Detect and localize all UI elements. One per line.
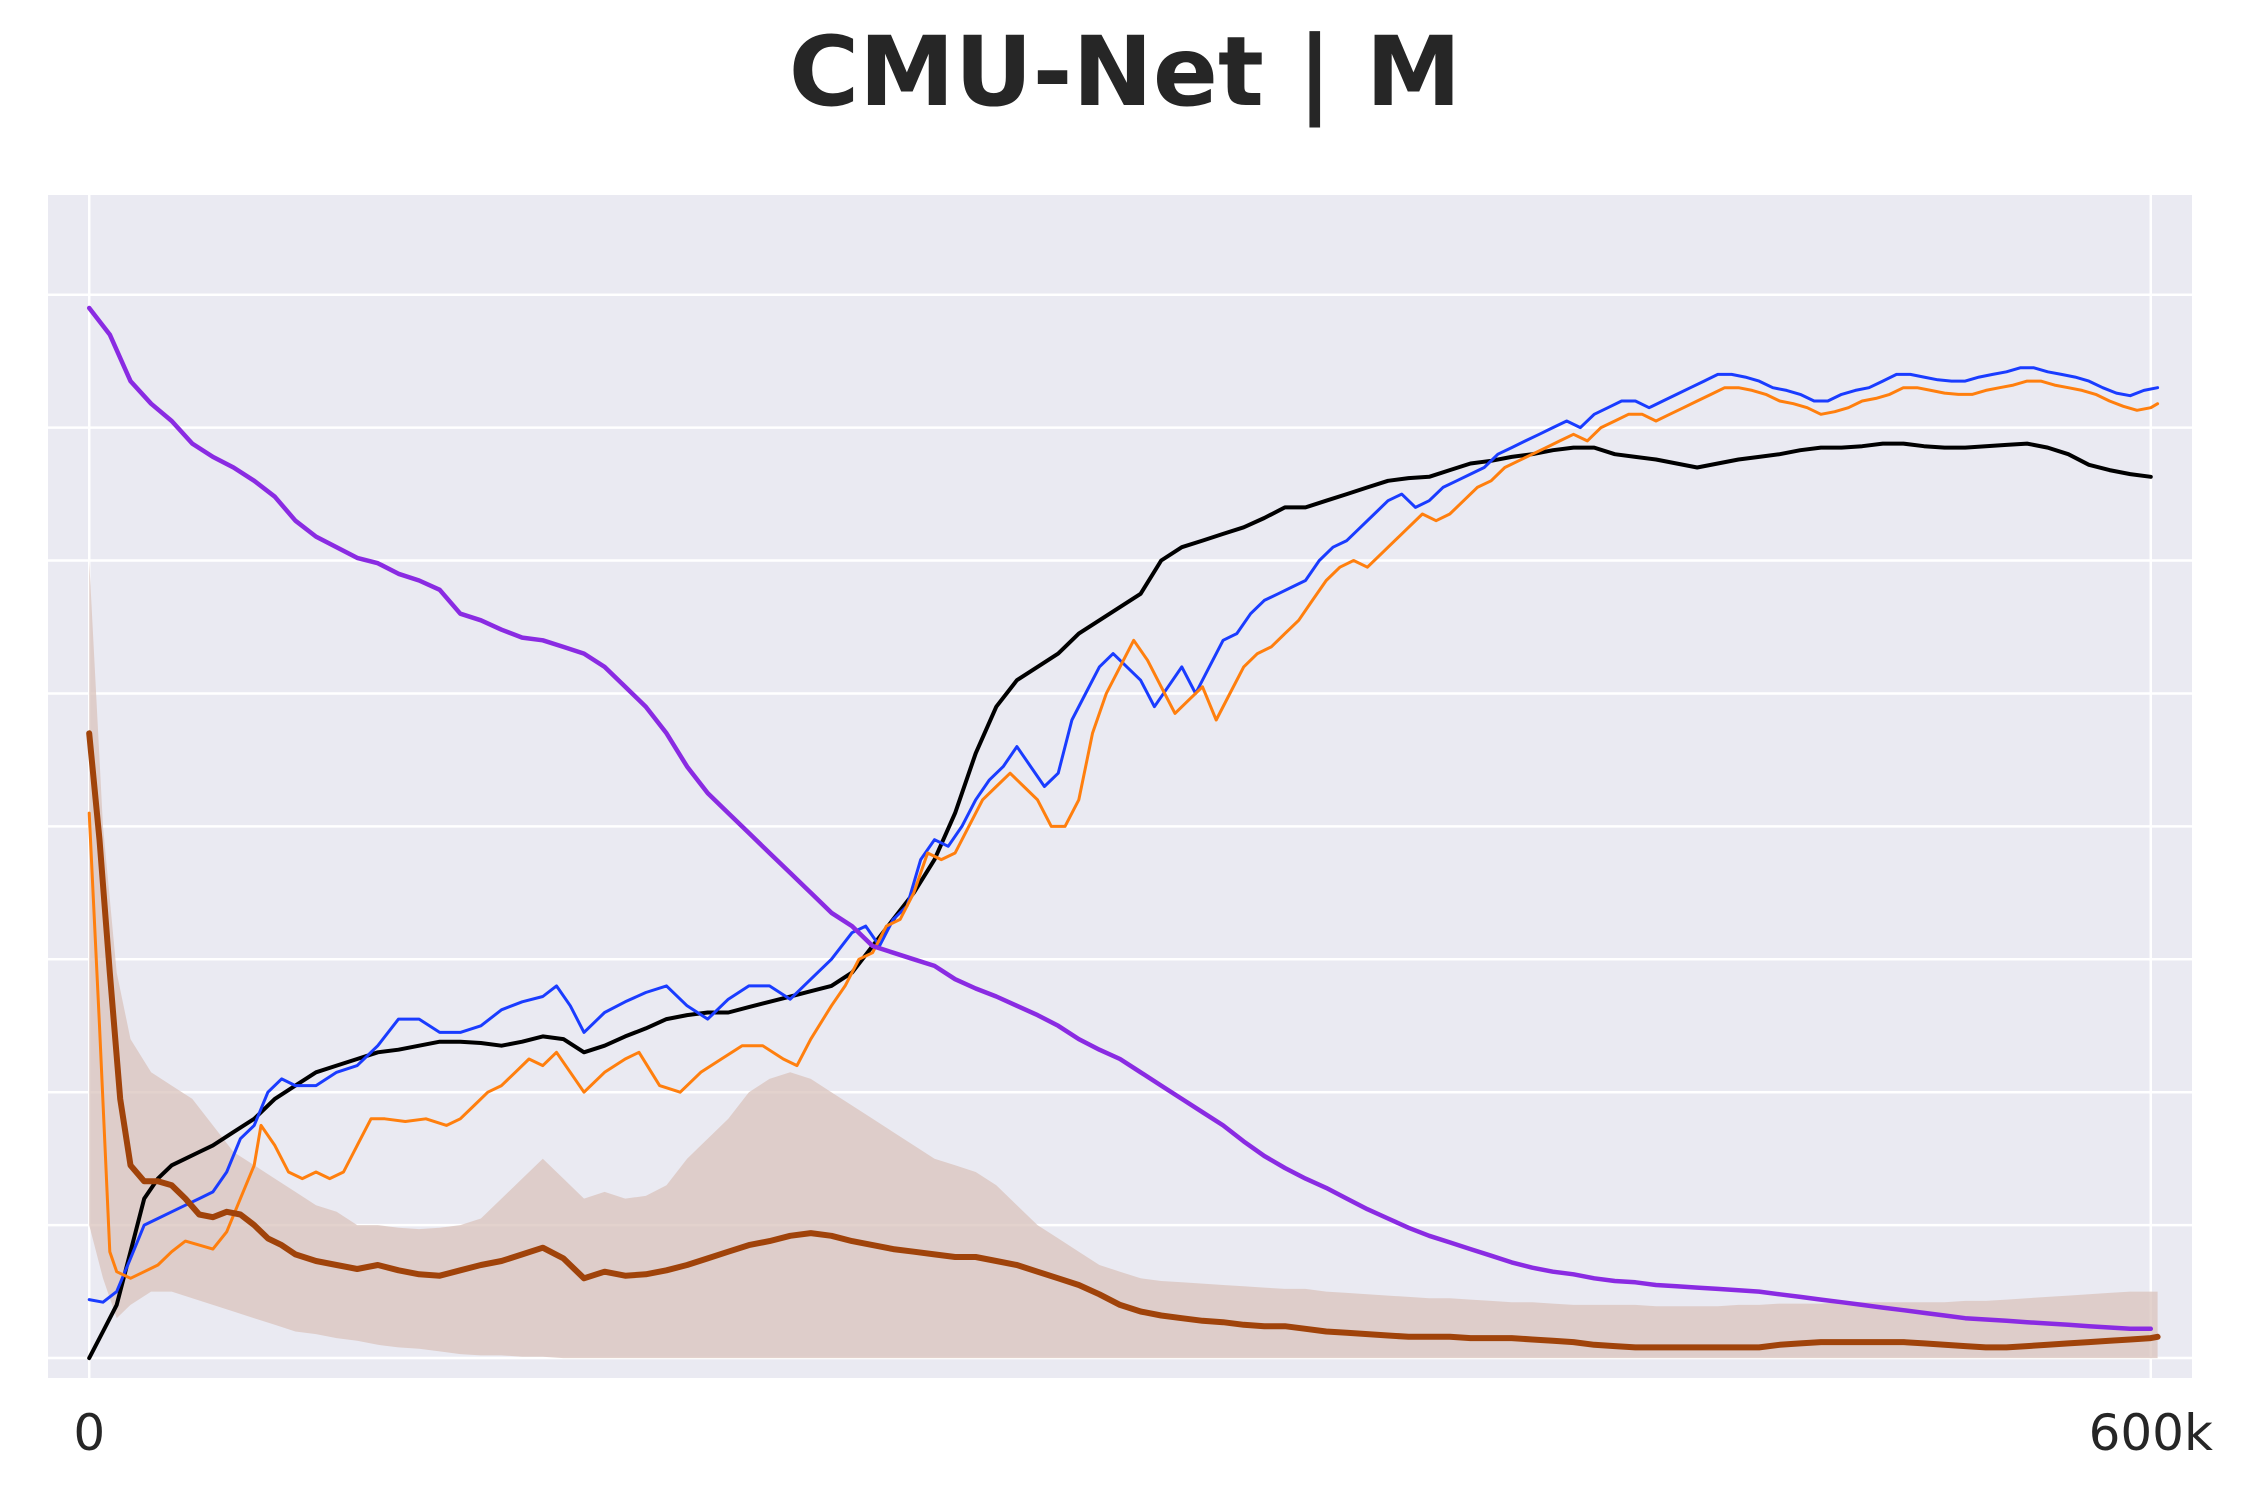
series-line-orange	[87, 379, 2160, 1280]
series-line-brown	[86, 730, 2161, 1351]
series-lines	[86, 305, 2161, 1361]
series-line-purple	[86, 305, 2154, 1332]
confidence-bands	[89, 560, 2158, 1359]
series-line-black	[87, 441, 2153, 1361]
variance-band	[89, 560, 2158, 1359]
grid-lines	[48, 195, 2192, 1378]
plot-area	[48, 195, 2192, 1378]
x-tick-label-0: 0	[73, 1404, 105, 1462]
x-tick-label-600k: 600k	[2089, 1404, 2213, 1462]
x-tick-labels: 0 600k	[73, 1404, 2213, 1462]
series-line-blue	[87, 366, 2160, 1304]
chart-title: CMU-Net | M	[789, 16, 1462, 129]
